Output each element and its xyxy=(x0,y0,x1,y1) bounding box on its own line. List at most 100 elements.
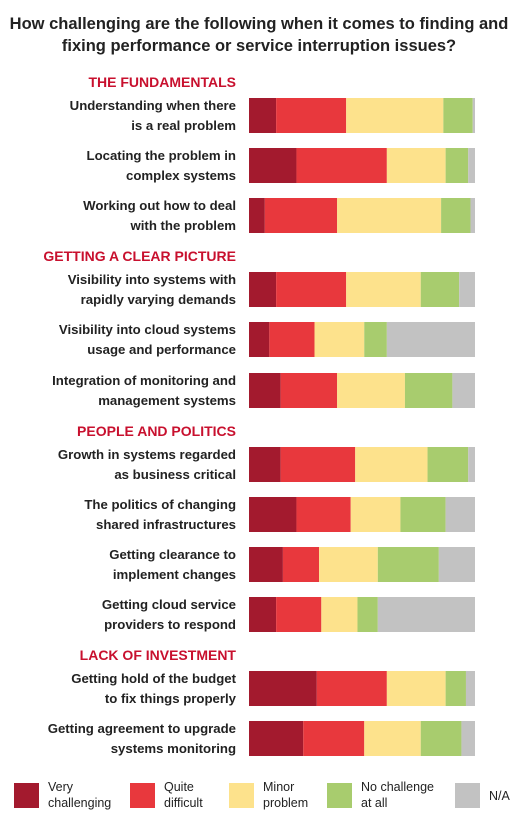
bar-segment xyxy=(420,272,460,307)
legend-label: problem xyxy=(263,796,308,810)
category-label: Getting agreement to upgrade xyxy=(48,721,236,736)
bar-segment xyxy=(249,198,265,233)
category-label: implement changes xyxy=(113,567,236,582)
bar-segment xyxy=(249,597,277,632)
bar-segment xyxy=(249,671,317,706)
bar-segment xyxy=(314,322,365,357)
legend-label: at all xyxy=(361,796,387,810)
bar-segment xyxy=(249,98,277,133)
legend-swatch xyxy=(229,783,254,808)
category-label: systems monitoring xyxy=(111,741,236,756)
bar-segment xyxy=(445,148,469,183)
category-label: management systems xyxy=(98,393,236,408)
bar-segment xyxy=(445,497,475,532)
category-label: Integration of monitoring and xyxy=(52,373,236,388)
bar-segment xyxy=(249,447,281,482)
legend-swatch xyxy=(14,783,39,808)
bar-segment xyxy=(316,671,387,706)
section-header: THE FUNDAMENTALS xyxy=(88,74,236,90)
category-label: Locating the problem in xyxy=(87,148,236,163)
bar-segment xyxy=(280,447,356,482)
bar-segment xyxy=(465,671,475,706)
bar-segment xyxy=(337,373,405,408)
bar-segment xyxy=(264,198,338,233)
section-header: PEOPLE AND POLITICS xyxy=(77,423,236,439)
bar-segment xyxy=(282,547,320,582)
chart-title-line-2: fixing performance or service interrupti… xyxy=(62,37,456,55)
legend-swatch xyxy=(455,783,480,808)
bar-segment xyxy=(364,322,387,357)
category-label: The politics of changing xyxy=(84,497,236,512)
bar-segment xyxy=(468,447,475,482)
bar-segment xyxy=(404,373,453,408)
bar-segment xyxy=(364,721,421,756)
category-label: to fix things properly xyxy=(105,691,237,706)
category-label: as business critical xyxy=(114,467,236,482)
legend: Very challenging Quite difficult Minor proble… xyxy=(14,780,511,810)
category-label: Understanding when there xyxy=(70,98,236,113)
bar-segment xyxy=(443,98,473,133)
category-label: usage and performance xyxy=(87,342,236,357)
category-label: complex systems xyxy=(126,168,236,183)
bar-segment xyxy=(337,198,442,233)
bar-segment xyxy=(377,597,475,632)
bar-segment xyxy=(470,198,475,233)
bar-segment xyxy=(319,547,378,582)
category-label: Visibility into systems with xyxy=(68,272,236,287)
bar-segment xyxy=(249,721,304,756)
bar-segment xyxy=(472,98,475,133)
bar-segment xyxy=(445,671,466,706)
category-label: shared infrastructures xyxy=(96,517,236,532)
bar-segment xyxy=(249,497,297,532)
legend-label: N/A xyxy=(489,789,511,803)
bar-segment xyxy=(400,497,446,532)
bar-segment xyxy=(269,322,315,357)
bar-segment xyxy=(420,721,462,756)
bar-segment xyxy=(276,98,347,133)
section-header: LACK OF INVESTMENT xyxy=(80,647,237,663)
bar-segment xyxy=(377,547,439,582)
category-label: Visibility into cloud systems xyxy=(59,322,236,337)
category-label: is a real problem xyxy=(131,118,236,133)
bar-segment xyxy=(296,497,351,532)
bar-segment xyxy=(438,547,475,582)
bar-segment xyxy=(346,98,444,133)
bar-segment xyxy=(355,447,428,482)
category-label: Working out how to deal xyxy=(83,198,236,213)
bar-segment xyxy=(459,272,475,307)
category-labels: Understanding when there is a real proble… xyxy=(48,98,237,756)
bar-segment xyxy=(249,373,281,408)
legend-label: challenging xyxy=(48,796,111,810)
bar-segment xyxy=(386,322,475,357)
bar-segment xyxy=(427,447,469,482)
category-label: providers to respond xyxy=(104,617,236,632)
legend-label: difficult xyxy=(164,796,203,810)
bar-segment xyxy=(303,721,365,756)
bar-segment xyxy=(452,373,475,408)
chart-title-line-1: How challenging are the following when i… xyxy=(10,15,509,33)
category-label: rapidly varying demands xyxy=(81,292,236,307)
category-label: Getting hold of the budget xyxy=(71,671,236,686)
legend-label: Minor xyxy=(263,780,294,794)
legend-label: Quite xyxy=(164,780,194,794)
legend-label: No challenge xyxy=(361,780,434,794)
bar-segment xyxy=(249,322,270,357)
bars xyxy=(249,98,475,756)
bar-segment xyxy=(249,272,277,307)
section-header: GETTING A CLEAR PICTURE xyxy=(43,248,236,264)
bar-segment xyxy=(461,721,475,756)
category-label: Getting cloud service xyxy=(102,597,236,612)
bar-segment xyxy=(386,148,446,183)
legend-swatch xyxy=(327,783,352,808)
category-label: with the problem xyxy=(130,218,237,233)
bar-segment xyxy=(276,272,347,307)
bar-segment xyxy=(276,597,322,632)
bar-segment xyxy=(468,148,475,183)
bar-segment xyxy=(346,272,421,307)
category-label: Getting clearance to xyxy=(109,547,236,562)
bar-segment xyxy=(357,597,378,632)
section-headers: THE FUNDAMENTALS GETTING A CLEAR PICTURE P… xyxy=(43,74,236,663)
bar-segment xyxy=(386,671,446,706)
bar-segment xyxy=(350,497,401,532)
